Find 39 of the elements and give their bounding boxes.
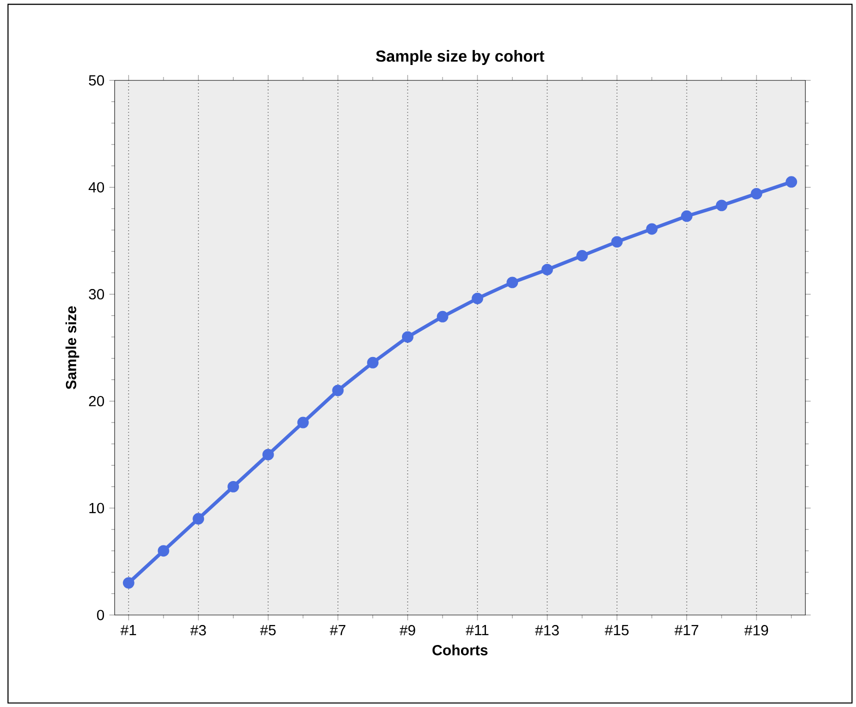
- x-tick-label: #19: [744, 625, 768, 636]
- point: [611, 236, 623, 248]
- x-tick-label: #3: [190, 625, 206, 636]
- x-tick-label: #1: [120, 625, 136, 636]
- x-tick-label: #15: [604, 625, 629, 636]
- point: [750, 188, 762, 200]
- point: [332, 384, 344, 396]
- point: [122, 577, 134, 589]
- y-axis-title: Sample size: [65, 306, 80, 390]
- y-tick-label: 40: [88, 182, 104, 192]
- x-tick-label: #13: [535, 625, 559, 636]
- point: [158, 545, 170, 557]
- point: [681, 210, 692, 222]
- point: [192, 513, 204, 524]
- x-tick-label: #5: [260, 625, 276, 636]
- x-tick-label: #11: [466, 625, 488, 636]
- point: [228, 480, 240, 492]
- x-tick-label: #17: [674, 625, 698, 636]
- point: [402, 331, 414, 343]
- point: [716, 200, 728, 212]
- point: [262, 448, 274, 460]
- y-tick-label: 50: [88, 75, 104, 86]
- point: [506, 276, 518, 288]
- y-tick-label: 10: [89, 502, 104, 514]
- y-tick-label: 20: [89, 396, 104, 406]
- point: [541, 264, 553, 276]
- x-axis-title: Cohorts: [432, 644, 488, 656]
- point: [646, 223, 658, 235]
- x-tick-label: #9: [400, 625, 416, 636]
- y-tick-label: 0: [97, 610, 104, 620]
- point: [786, 176, 798, 188]
- chart-title: Sample size by cohort: [376, 50, 544, 65]
- point: [576, 250, 588, 262]
- y-tick-label: 30: [88, 289, 104, 300]
- point: [367, 356, 379, 368]
- x-tick-label: #7: [330, 625, 346, 636]
- point: [472, 292, 484, 304]
- point: [297, 416, 309, 428]
- point: [436, 310, 448, 322]
